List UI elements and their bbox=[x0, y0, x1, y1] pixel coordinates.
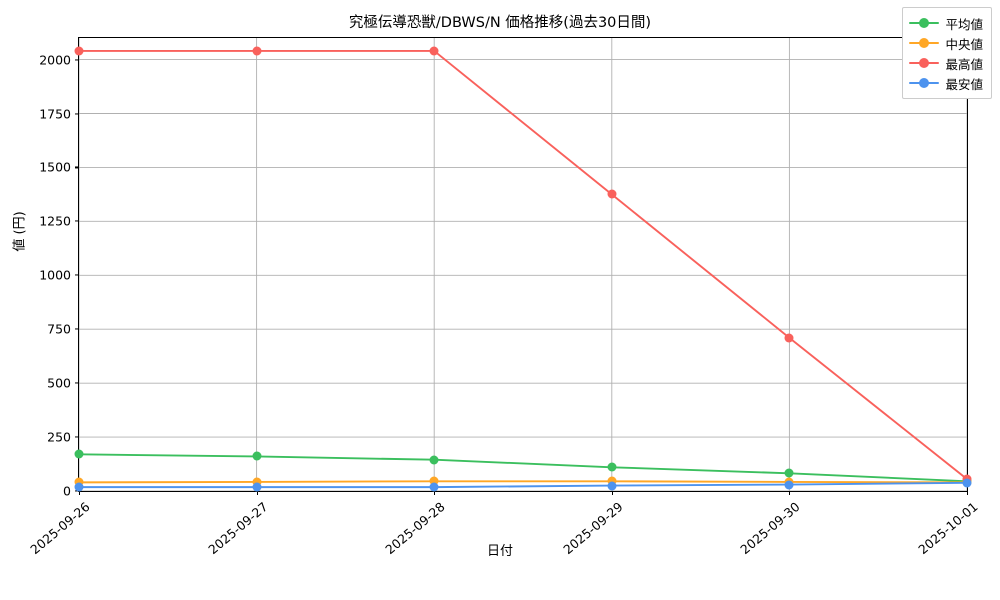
y-tick-label: 1000 bbox=[39, 267, 71, 283]
x-tick-mark bbox=[789, 491, 791, 495]
legend-item-2[interactable]: 最高値 bbox=[909, 53, 983, 73]
legend-label: 中央値 bbox=[945, 36, 983, 52]
x-tick-mark bbox=[256, 491, 258, 495]
chart-legend[interactable]: 平均値中央値最高値最安値 bbox=[902, 7, 992, 99]
data-point-marker bbox=[784, 333, 794, 343]
data-point-marker bbox=[962, 478, 972, 488]
data-point-marker bbox=[429, 482, 439, 492]
grid-lines bbox=[79, 38, 967, 491]
y-tick-label: 250 bbox=[47, 429, 71, 445]
legend-swatch-icon bbox=[909, 56, 940, 70]
y-tick-mark bbox=[75, 112, 79, 115]
y-tick-mark bbox=[75, 436, 79, 438]
x-tick-mark bbox=[79, 491, 81, 495]
y-tick-mark bbox=[75, 274, 79, 276]
y-tick-mark bbox=[75, 166, 79, 168]
y-tick-label: 1500 bbox=[39, 159, 71, 175]
y-tick-mark bbox=[75, 382, 79, 384]
legend-swatch-icon bbox=[909, 76, 940, 90]
y-tick-label: 1750 bbox=[39, 106, 71, 121]
legend-item-0[interactable]: 平均値 bbox=[909, 13, 983, 33]
data-point-marker bbox=[252, 477, 262, 487]
data-point-marker bbox=[429, 455, 439, 465]
data-point-marker bbox=[74, 477, 84, 487]
legend-dot-icon bbox=[919, 18, 930, 28]
y-tick-label: 1250 bbox=[39, 213, 71, 229]
data-point-marker bbox=[74, 449, 84, 459]
data-point-marker bbox=[607, 481, 617, 491]
y-tick-label: 0 bbox=[63, 483, 71, 499]
legend-dot-icon bbox=[919, 58, 930, 68]
x-tick-mark bbox=[434, 491, 436, 495]
legend-label: 最安値 bbox=[945, 76, 983, 92]
data-point-marker bbox=[784, 480, 794, 490]
legend-item-1[interactable]: 中央値 bbox=[909, 33, 983, 53]
data-point-marker bbox=[252, 46, 262, 56]
x-axis-label: 日付 bbox=[486, 544, 513, 559]
legend-swatch-icon bbox=[909, 16, 940, 30]
data-point-marker bbox=[429, 46, 439, 56]
legend-dot-icon bbox=[919, 38, 930, 48]
y-tick-mark bbox=[75, 220, 79, 222]
y-tick-label: 2000 bbox=[39, 52, 71, 68]
y-tick-label: 750 bbox=[47, 321, 71, 337]
data-point-marker bbox=[429, 476, 439, 486]
y-tick-mark bbox=[75, 328, 79, 330]
legend-dot-icon bbox=[919, 78, 930, 88]
y-axis-label: 値 (円) bbox=[12, 211, 28, 252]
y-tick-label: 500 bbox=[47, 375, 71, 391]
legend-label: 最高値 bbox=[945, 56, 983, 72]
data-point-marker bbox=[74, 482, 84, 492]
plot-area: 0 250 500 750 1000 1250 1500 1750 2000 2025-09-26… bbox=[27, 37, 981, 557]
legend-label: 平均値 bbox=[945, 16, 983, 32]
x-tick-mark bbox=[967, 491, 969, 495]
data-point-marker bbox=[252, 451, 262, 461]
y-tick-mark bbox=[75, 59, 79, 61]
legend-item-3[interactable]: 最安値 bbox=[909, 73, 983, 93]
data-point-marker bbox=[784, 468, 794, 478]
data-point-marker bbox=[252, 482, 262, 492]
legend-swatch-icon bbox=[909, 36, 940, 50]
data-point-marker bbox=[607, 189, 617, 199]
x-tick-mark bbox=[611, 491, 613, 495]
data-point-marker bbox=[607, 462, 617, 472]
data-point-marker bbox=[74, 46, 84, 56]
chart-title: 究極伝導恐獣/DBWS/N 価格推移(過去30日間) bbox=[348, 15, 652, 31]
series-lines bbox=[79, 49, 967, 489]
